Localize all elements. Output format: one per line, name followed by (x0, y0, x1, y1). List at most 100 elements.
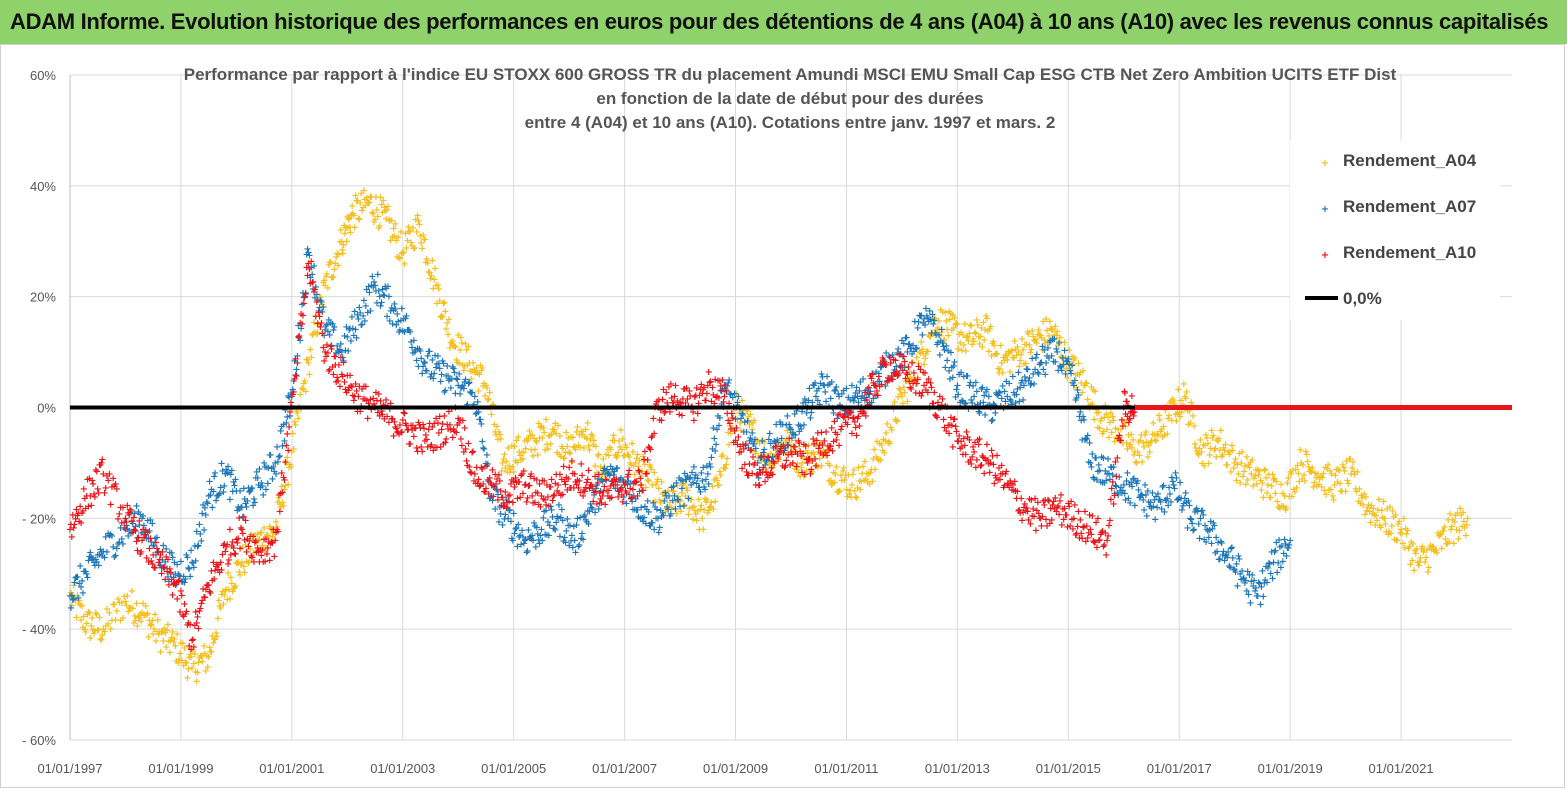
point-rendement-a04: + (565, 447, 573, 458)
point-rendement-a07: + (284, 391, 292, 402)
point-rendement-a07: + (921, 320, 929, 331)
point-rendement-a04: + (1272, 476, 1280, 487)
point-rendement-a04: + (554, 421, 562, 432)
point-rendement-a04: + (1286, 467, 1294, 478)
point-rendement-a04: + (151, 610, 159, 621)
point-rendement-a07: + (174, 569, 182, 580)
point-rendement-a04: + (1333, 477, 1341, 488)
point-rendement-a07: + (103, 547, 111, 558)
point-rendement-a04: + (213, 631, 221, 642)
point-rendement-a04: + (292, 406, 300, 417)
point-rendement-a07: + (500, 514, 508, 525)
point-rendement-a04: + (1136, 436, 1144, 447)
point-rendement-a07: + (1111, 480, 1119, 491)
point-rendement-a04: + (81, 624, 89, 635)
point-rendement-a07: + (251, 498, 259, 509)
point-rendement-a07: + (293, 351, 301, 362)
point-rendement-a04: + (316, 292, 324, 303)
point-rendement-a07: + (961, 399, 969, 410)
point-rendement-a07: + (1142, 490, 1150, 501)
point-rendement-a04: + (845, 489, 853, 500)
point-rendement-a04: + (1076, 367, 1084, 378)
point-rendement-a04: + (1062, 364, 1070, 375)
point-rendement-a04: + (691, 506, 699, 517)
point-rendement-a04: + (542, 414, 550, 425)
point-rendement-a10: + (274, 526, 282, 537)
point-rendement-a07: + (771, 437, 779, 448)
point-rendement-a04: + (831, 469, 839, 480)
point-rendement-a04: + (796, 472, 804, 483)
point-rendement-a07: + (212, 495, 220, 506)
point-rendement-a04: + (204, 662, 212, 673)
point-rendement-a07: + (988, 415, 996, 426)
point-rendement-a07: + (254, 480, 262, 491)
point-rendement-a07: + (499, 498, 507, 509)
point-rendement-a04: + (1110, 436, 1118, 447)
point-rendement-a07: + (685, 474, 693, 485)
point-rendement-a04: + (1451, 511, 1459, 522)
point-rendement-a07: + (979, 397, 987, 408)
point-rendement-a07: + (995, 387, 1003, 398)
point-rendement-a10: + (1113, 453, 1121, 464)
point-rendement-a07: + (688, 468, 696, 479)
point-rendement-a04: + (527, 445, 535, 456)
point-rendement-a07: + (407, 337, 415, 348)
point-rendement-a07: + (1146, 498, 1154, 509)
point-rendement-a10: + (644, 455, 652, 466)
point-rendement-a04: + (482, 380, 490, 391)
point-rendement-a04: + (301, 376, 309, 387)
point-rendement-a04: + (720, 463, 728, 474)
point-rendement-a07: + (926, 315, 934, 326)
point-rendement-a07: + (873, 391, 881, 402)
point-rendement-a04: + (199, 650, 207, 661)
point-rendement-a07: + (277, 421, 285, 432)
point-rendement-a07: + (733, 397, 741, 408)
point-rendement-a04: + (709, 504, 717, 515)
point-rendement-a07: + (442, 371, 450, 382)
point-rendement-a04: + (998, 358, 1006, 369)
point-rendement-a07: + (897, 363, 905, 374)
point-rendement-a04: + (763, 458, 771, 469)
point-rendement-a07: + (475, 415, 483, 426)
point-rendement-a07: + (104, 528, 112, 539)
x-tick-label: 01/01/2015 (1036, 761, 1101, 776)
point-rendement-a04: + (1125, 441, 1133, 452)
point-rendement-a04: + (995, 368, 1003, 379)
point-rendement-a07: + (1059, 353, 1067, 364)
point-rendement-a04: + (726, 421, 734, 432)
point-rendement-a07: + (418, 369, 426, 380)
point-rendement-a07: + (1082, 434, 1090, 445)
point-rendement-a07: + (652, 513, 660, 524)
point-rendement-a07: + (780, 446, 788, 457)
point-rendement-a04: + (907, 376, 915, 387)
point-rendement-a04: + (1375, 494, 1383, 505)
point-rendement-a10: + (625, 465, 633, 476)
point-rendement-a04: + (577, 426, 585, 437)
point-rendement-a04: + (925, 332, 933, 343)
point-rendement-a07: + (619, 492, 627, 503)
point-rendement-a07: + (1084, 431, 1092, 442)
point-rendement-a04: + (317, 305, 325, 316)
point-rendement-a07: + (607, 461, 615, 472)
point-rendement-a04: + (573, 422, 581, 433)
point-rendement-a07: + (127, 528, 135, 539)
point-rendement-a04: + (294, 413, 302, 424)
point-rendement-a04: + (999, 353, 1007, 364)
point-rendement-a04: + (1389, 506, 1397, 517)
point-rendement-a07: + (568, 530, 576, 541)
point-rendement-a04: + (632, 458, 640, 469)
point-rendement-a04: + (1218, 450, 1226, 461)
point-rendement-a04: + (512, 435, 520, 446)
point-rendement-a07: + (88, 555, 96, 566)
point-rendement-a04: + (881, 436, 889, 447)
point-rendement-a04: + (1084, 394, 1092, 405)
point-rendement-a07: + (770, 436, 778, 447)
point-rendement-a04: + (822, 449, 830, 460)
point-rendement-a04: + (498, 458, 506, 469)
point-rendement-a07: + (485, 477, 493, 488)
point-rendement-a07: + (100, 552, 108, 563)
point-rendement-a07: + (446, 374, 454, 385)
point-rendement-a04: + (572, 427, 580, 438)
point-rendement-a04: + (400, 259, 408, 270)
point-rendement-a07: + (788, 433, 796, 444)
